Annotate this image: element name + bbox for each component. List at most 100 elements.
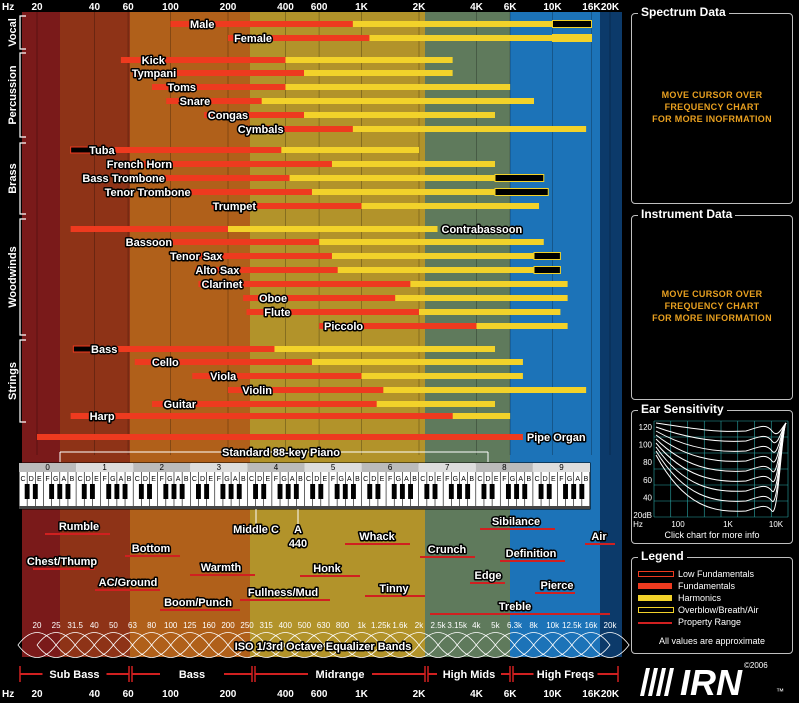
characteristic-label: Edge <box>475 570 502 582</box>
frequency-tick-label: 600 <box>311 689 328 700</box>
fundamentals-bar <box>134 359 312 365</box>
black-key <box>310 484 316 499</box>
octave-number: 2 <box>160 463 165 472</box>
group-label: Strings <box>7 362 19 400</box>
spectrum-msg-line: FOR MORE INOFRMATION <box>652 114 772 124</box>
black-key <box>448 484 454 499</box>
black-key <box>538 484 544 499</box>
frequency-zone <box>60 12 130 657</box>
note-letter: F <box>445 476 449 483</box>
black-key <box>171 484 177 499</box>
group-label: Woodwinds <box>7 246 19 308</box>
fundamentals-bar <box>178 253 332 259</box>
harmonics-bar <box>361 203 540 209</box>
eq-band-label: 500 <box>298 621 312 630</box>
note-letter: A <box>290 476 295 483</box>
frequency-zone <box>130 12 250 657</box>
group-bracket <box>19 218 26 336</box>
hz-label: Hz <box>2 2 14 13</box>
note-letter: F <box>388 476 392 483</box>
octave-header <box>190 463 248 472</box>
black-key <box>261 484 267 499</box>
instrument-label: Viola <box>210 371 237 383</box>
harmonics-bar <box>352 21 553 27</box>
eq-title: ISO 1/3rd Octave Equalizer Bands <box>235 641 412 653</box>
instrument-label: Harp <box>90 411 115 423</box>
ear-sensitivity-panel[interactable]: Ear Sensitivity 120 100 80 60 40 20dB Hz 100 1K 1… <box>631 402 793 544</box>
note-letter: E <box>437 476 442 483</box>
instrument-label: Tenor Sax <box>170 251 223 263</box>
frequency-tick-label: 6K <box>504 2 518 13</box>
eq-band-label: 63 <box>128 621 137 630</box>
fundamentals-bar <box>269 126 353 132</box>
black-key <box>367 484 373 499</box>
eq-band-label: 800 <box>336 621 350 630</box>
black-key <box>293 484 299 499</box>
note-letter: C <box>21 476 26 483</box>
characteristic-label: Crunch <box>428 544 467 556</box>
range-label: High Mids <box>443 669 496 681</box>
black-key <box>571 484 577 499</box>
range-label-bg <box>533 667 598 680</box>
note-letter: C <box>135 476 140 483</box>
frequency-tick-label: 4K <box>470 2 484 13</box>
range-label-bg <box>437 667 501 680</box>
harmonics-bar <box>361 373 523 379</box>
harmonics-bar <box>410 281 568 287</box>
fundamentals-bar <box>198 281 411 287</box>
frequency-tick-label: 100 <box>162 2 179 13</box>
black-key <box>342 484 348 499</box>
legend-note: All values are approximate <box>658 636 766 646</box>
black-key <box>236 484 242 499</box>
characteristic-label: Treble <box>499 601 531 613</box>
black-key <box>375 484 381 499</box>
characteristic-label: AC/Ground <box>99 577 158 589</box>
eq-band-label: 1k <box>357 621 366 630</box>
octave-header <box>418 463 476 472</box>
octave-number: 5 <box>331 463 336 472</box>
note-letter: A <box>461 476 466 483</box>
legend-title: Legend <box>638 549 687 563</box>
fundamentals-bar <box>166 98 262 104</box>
harmonics-bar <box>369 35 592 41</box>
spectrum-msg-line: MOVE CURSOR OVER <box>661 90 763 100</box>
eq-band-label: 8k <box>529 621 538 630</box>
note-letter: F <box>502 476 506 483</box>
instrument-label: Cymbals <box>238 124 284 136</box>
eq-band-label: 315 <box>260 621 274 630</box>
frequency-tick-label: 20K <box>601 689 620 700</box>
frequency-tick-label: 400 <box>277 2 294 13</box>
fundamentals-bar <box>212 203 362 209</box>
eq-band-label: 5k <box>491 621 500 630</box>
black-key <box>147 484 152 499</box>
note-letter: B <box>70 476 75 483</box>
logo-copyright: ©2006 <box>744 662 768 670</box>
frequency-tick-label: 1K <box>355 2 369 13</box>
eq-band-label: 200 <box>221 621 235 630</box>
irn-logo: IRN ©2006 ™ <box>636 661 786 703</box>
note-letter: D <box>428 476 433 483</box>
octave-header <box>304 463 362 472</box>
black-key <box>114 484 120 499</box>
black-key <box>106 484 112 499</box>
black-key <box>138 484 144 499</box>
harmonics-bar <box>281 147 419 153</box>
fundamentals-bar <box>120 57 286 63</box>
eq-band-label: 125 <box>183 621 197 630</box>
group-bracket <box>19 339 26 423</box>
note-letter: B <box>584 476 589 483</box>
black-key <box>24 484 30 499</box>
note-letter: C <box>78 476 83 483</box>
black-key <box>505 484 511 499</box>
frequency-tick-label: 10K <box>543 689 562 700</box>
characteristic-label: Whack <box>359 531 395 543</box>
low-fundamentals-bar <box>239 125 271 133</box>
harmonics-bar <box>395 295 568 301</box>
black-key <box>432 484 438 499</box>
frequency-tick-label: 10K <box>543 2 562 13</box>
octave-header <box>532 463 590 472</box>
harmonics-bar <box>331 161 496 167</box>
